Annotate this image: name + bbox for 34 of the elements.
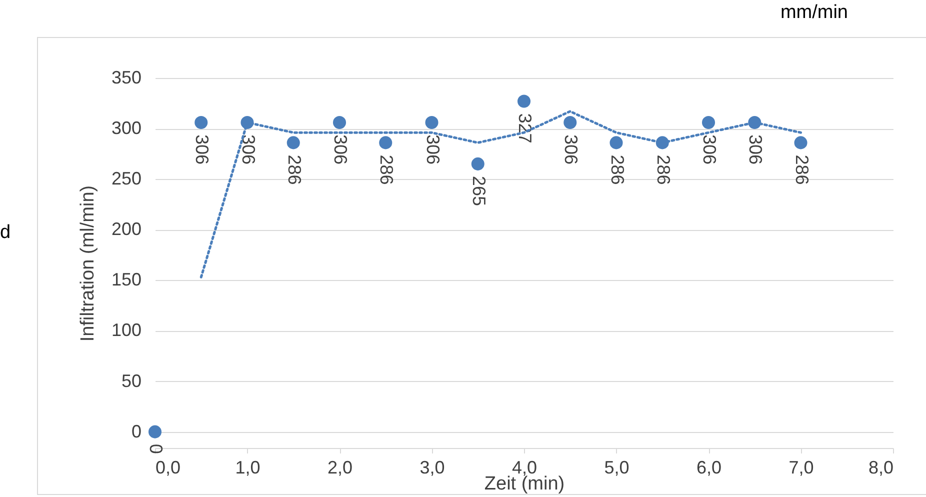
y-tick-label: 50 [121, 370, 142, 391]
y-tick-label: 150 [111, 270, 142, 290]
x-tick-label: 7,0 [788, 458, 814, 478]
text: mm/min [780, 2, 848, 24]
data-label: 0 [146, 444, 166, 454]
data-label: 286 [653, 154, 674, 185]
x-tick-label: 3,0 [420, 458, 445, 478]
x-tick-label: 6,0 [696, 458, 722, 478]
data-label: 286 [607, 154, 628, 185]
data-label: 286 [792, 154, 812, 185]
data-label: 306 [746, 134, 766, 165]
data-label: 306 [700, 134, 720, 165]
data-label: 327 [515, 113, 535, 144]
y-tick-label: 350 [111, 68, 142, 88]
x-tick-label: 1,0 [235, 458, 260, 478]
x-tick-label: 5,0 [604, 458, 630, 478]
y-tick-label: 200 [111, 219, 142, 240]
y-axis-title: Infiltration (ml/min) [77, 185, 98, 342]
data-label: 306 [422, 134, 443, 165]
y-tick-label: 0 [131, 421, 142, 442]
data-label: 306 [192, 134, 212, 165]
data-label: 306 [238, 134, 258, 165]
x-tick-label: 8,0 [868, 458, 894, 478]
x-tick-label: 2,0 [327, 458, 353, 478]
text: d [0, 222, 11, 244]
data-label: 265 [468, 176, 489, 206]
data-label: 306 [561, 134, 582, 165]
data-label: 286 [376, 154, 397, 185]
y-tick-label: 300 [111, 118, 142, 138]
y-tick-label: 250 [111, 168, 142, 189]
data-label: 306 [330, 134, 350, 165]
data-label: 286 [284, 154, 304, 185]
y-tick-label: 100 [111, 320, 142, 340]
x-tick-label: 0,0 [156, 458, 181, 478]
